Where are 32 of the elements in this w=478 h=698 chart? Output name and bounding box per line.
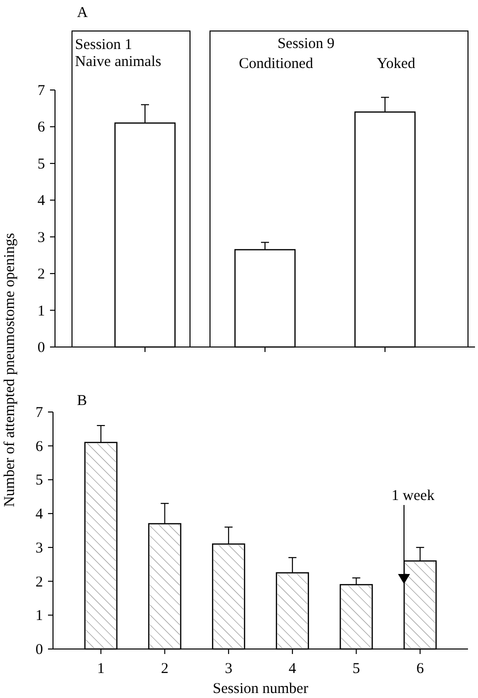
y-tick-label: 1 bbox=[36, 608, 43, 624]
y-tick-label: 0 bbox=[36, 642, 43, 658]
text: Yoked bbox=[376, 56, 416, 72]
x-axis-title: Session number bbox=[212, 681, 308, 697]
y-tick-label: 5 bbox=[38, 156, 45, 172]
chart-title: B bbox=[77, 393, 88, 409]
x-tick-label: 1 bbox=[97, 661, 105, 677]
y-tick-label: 6 bbox=[36, 438, 44, 455]
y-tick-label: 2 bbox=[36, 574, 43, 590]
x-tick-label: 6 bbox=[416, 661, 424, 677]
y-tick-label: 6 bbox=[38, 120, 46, 136]
y-tick-label: 7 bbox=[38, 83, 46, 99]
annotation: 1 week bbox=[392, 488, 435, 504]
chart-title: A bbox=[77, 5, 88, 21]
y-tick-label: 0 bbox=[38, 340, 45, 356]
x-tick-label: 4 bbox=[288, 661, 297, 677]
y-tick-label: 4 bbox=[36, 506, 44, 523]
y-tick-label: 5 bbox=[36, 472, 43, 489]
y-axis-title: Number of attempted pneumostome openings bbox=[2, 232, 18, 508]
y-tick-label: 2 bbox=[38, 266, 45, 283]
text: Session 1 bbox=[75, 37, 132, 53]
text: Naive animals bbox=[75, 54, 162, 70]
x-tick-label: 3 bbox=[224, 661, 232, 677]
y-tick-label: 4 bbox=[38, 193, 46, 210]
y-tick-label: 1 bbox=[38, 303, 45, 320]
x-tick-label: 5 bbox=[352, 661, 360, 677]
y-tick-label: 3 bbox=[38, 230, 45, 246]
y-tick-label: 7 bbox=[36, 405, 44, 421]
text: Session 9 bbox=[277, 36, 335, 52]
x-tick-label: 2 bbox=[160, 661, 168, 677]
text: Conditioned bbox=[238, 56, 314, 72]
y-tick-label: 3 bbox=[36, 540, 43, 556]
